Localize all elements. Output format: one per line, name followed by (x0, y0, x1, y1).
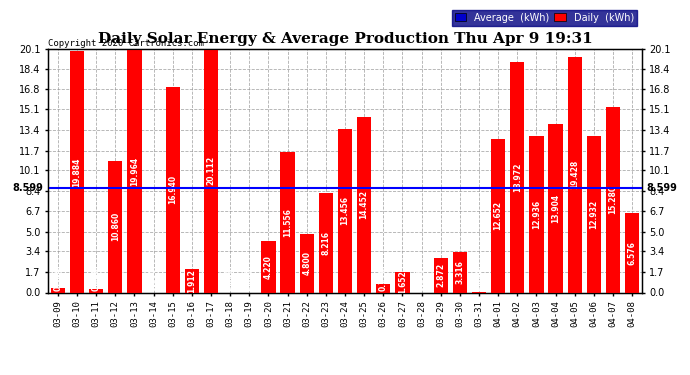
Text: 8.216: 8.216 (322, 231, 331, 255)
Text: 3.316: 3.316 (455, 261, 464, 284)
Text: 15.280: 15.280 (609, 185, 618, 214)
Text: Copyright 2020 Cartronics.com: Copyright 2020 Cartronics.com (48, 39, 204, 48)
Text: 20.112: 20.112 (206, 156, 215, 185)
Bar (127, 50, 141, 292)
Bar (280, 152, 295, 292)
Text: 12.652: 12.652 (493, 201, 502, 230)
Bar (204, 49, 218, 292)
Bar (529, 136, 544, 292)
Bar (453, 252, 467, 292)
Bar (433, 258, 448, 292)
Text: 4.220: 4.220 (264, 255, 273, 279)
Bar (568, 57, 582, 292)
Bar (376, 284, 391, 292)
Bar (549, 124, 563, 292)
Text: 0.064: 0.064 (475, 267, 484, 291)
Text: 12.936: 12.936 (532, 200, 541, 229)
Text: 12.932: 12.932 (589, 200, 598, 229)
Text: 1.652: 1.652 (398, 271, 407, 294)
Bar (586, 136, 601, 292)
Text: 19.964: 19.964 (130, 157, 139, 186)
Text: 8.599: 8.599 (647, 183, 678, 193)
Text: 19.884: 19.884 (72, 157, 81, 187)
Bar (89, 290, 104, 292)
Legend: Average  (kWh), Daily  (kWh): Average (kWh), Daily (kWh) (452, 10, 637, 26)
Text: 2.872: 2.872 (436, 263, 445, 287)
Bar (108, 161, 123, 292)
Bar (50, 288, 65, 292)
Title: Daily Solar Energy & Average Production Thu Apr 9 19:31: Daily Solar Energy & Average Production … (97, 32, 593, 46)
Text: 1.912: 1.912 (188, 269, 197, 293)
Text: 0.248: 0.248 (92, 267, 101, 291)
Bar (299, 234, 314, 292)
Text: 13.904: 13.904 (551, 194, 560, 223)
Bar (510, 62, 524, 292)
Text: 10.860: 10.860 (111, 212, 120, 241)
Text: 6.576: 6.576 (628, 241, 637, 265)
Bar (166, 87, 180, 292)
Bar (319, 193, 333, 292)
Text: 13.456: 13.456 (340, 196, 350, 225)
Text: 8.599: 8.599 (12, 183, 43, 193)
Bar (491, 139, 505, 292)
Text: 14.452: 14.452 (359, 190, 368, 219)
Bar (338, 129, 352, 292)
Bar (262, 242, 275, 292)
Bar (357, 117, 371, 292)
Bar (606, 107, 620, 292)
Text: 4.800: 4.800 (302, 251, 311, 275)
Text: 11.556: 11.556 (283, 208, 292, 237)
Text: 0.384: 0.384 (53, 267, 62, 291)
Text: 19.428: 19.428 (570, 160, 579, 189)
Bar (185, 269, 199, 292)
Bar (395, 273, 410, 292)
Text: 0.000: 0.000 (245, 267, 254, 291)
Bar (625, 213, 640, 292)
Text: 0.000: 0.000 (417, 267, 426, 291)
Bar (70, 51, 84, 292)
Text: 16.940: 16.940 (168, 175, 177, 204)
Text: 0.000: 0.000 (226, 267, 235, 291)
Text: 0.716: 0.716 (379, 267, 388, 291)
Text: 18.972: 18.972 (513, 163, 522, 192)
Text: 0.000: 0.000 (149, 267, 158, 291)
